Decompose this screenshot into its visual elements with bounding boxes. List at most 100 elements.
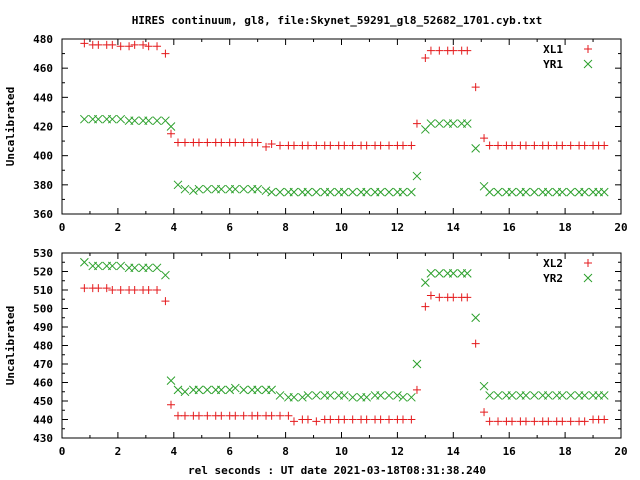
data-point-yr2 (530, 391, 539, 400)
data-point-xl2 (326, 415, 335, 424)
data-point-xl1 (463, 46, 472, 55)
data-point-xl2 (480, 408, 489, 417)
data-point-yr2 (230, 383, 240, 393)
data-point-yr2 (521, 391, 531, 400)
data-point-yr1 (180, 184, 190, 194)
data-point-xl1 (494, 141, 503, 150)
data-point-yr2 (202, 385, 212, 395)
data-point-yr2 (493, 391, 503, 400)
data-point-yr2 (599, 391, 609, 400)
data-point-yr1 (448, 119, 458, 128)
data-point-xl2 (376, 415, 385, 424)
data-point-yr1 (189, 186, 198, 196)
data-point-xl1 (289, 141, 298, 150)
data-point-xl1 (385, 141, 394, 150)
data-point-xl2 (303, 415, 312, 424)
data-point-yr2 (253, 385, 263, 395)
x-axis-label: rel seconds : UT date 2021-03-18T08:31:3… (188, 464, 486, 477)
data-point-xl1 (412, 119, 421, 128)
data-point-xl2 (348, 415, 357, 424)
data-point-xl1 (407, 141, 416, 150)
data-point-xl1 (421, 53, 430, 62)
data-point-yr1 (230, 184, 240, 194)
data-point-yr1 (289, 187, 299, 197)
data-point-yr2 (275, 391, 285, 400)
y-tick-label: 360 (33, 208, 53, 221)
data-point-xl1 (600, 141, 609, 150)
data-point-xl2 (267, 411, 276, 420)
data-point-xl1 (580, 141, 589, 150)
data-point-xl1 (267, 140, 276, 148)
data-point-xl1 (507, 141, 516, 150)
data-point-yr2 (339, 391, 349, 400)
data-point-xl1 (276, 141, 285, 150)
data-point-xl2 (108, 286, 117, 294)
data-point-xl2 (217, 411, 226, 420)
data-point-xl2 (130, 286, 139, 294)
data-point-xl2 (521, 417, 530, 426)
data-point-yr2 (152, 263, 162, 273)
data-point-xl2 (580, 417, 589, 426)
data-point-xl2 (426, 291, 435, 300)
data-point-yr2 (376, 391, 385, 400)
data-point-yr1 (275, 187, 285, 197)
data-point-xl2 (435, 293, 444, 302)
data-point-yr2 (173, 385, 183, 395)
data-point-xl1 (194, 138, 203, 147)
plot-frame (61, 38, 622, 215)
data-point-xl1 (253, 138, 262, 147)
data-point-yr2 (420, 278, 430, 287)
data-point-xl1 (485, 141, 494, 150)
data-point-yr2 (107, 261, 117, 271)
data-point-yr1 (471, 144, 481, 153)
data-point-yr2 (485, 391, 494, 400)
data-point-xl2 (558, 417, 567, 426)
data-point-yr2 (479, 381, 489, 391)
data-point-xl1 (362, 141, 371, 150)
data-point-xl1 (231, 138, 240, 147)
data-point-xl2 (102, 284, 111, 293)
data-point-xl2 (407, 415, 416, 424)
data-point-yr1 (407, 187, 416, 197)
data-point-yr2 (93, 261, 103, 271)
data-point-xl1 (130, 40, 139, 49)
data-point-yr2 (384, 391, 394, 400)
x-tick-label: 8 (282, 221, 289, 234)
data-point-yr2 (116, 261, 126, 271)
data-point-xl2 (194, 411, 203, 420)
data-point-yr2 (303, 391, 313, 400)
data-point-xl2 (485, 417, 494, 426)
data-point-yr1 (557, 187, 567, 197)
data-point-yr1 (166, 122, 176, 131)
data-point-xl2 (239, 411, 248, 420)
data-point-xl1 (303, 141, 312, 150)
x-tick-label: 18 (558, 445, 571, 458)
data-point-yr1 (325, 187, 335, 197)
data-point-xl2 (530, 417, 539, 426)
data-point-yr1 (202, 184, 212, 194)
x-tick-label: 12 (391, 445, 404, 458)
data-point-xl1 (94, 40, 103, 49)
data-point-xl2 (276, 411, 285, 420)
data-point-xl1 (108, 40, 117, 49)
data-point-xl2 (180, 411, 189, 420)
data-point-xl1 (116, 42, 125, 51)
x-tick-label: 12 (391, 221, 404, 234)
data-point-xl1 (239, 138, 248, 147)
data-point-xl1 (139, 40, 148, 49)
data-point-yr1 (261, 186, 271, 196)
plot-frame (61, 252, 622, 439)
legend-marker (584, 259, 592, 267)
data-point-yr2 (180, 387, 190, 397)
data-point-yr1 (566, 187, 576, 197)
x-tick-label: 14 (447, 221, 461, 234)
data-point-xl2 (398, 415, 407, 424)
y-tick-label: 470 (33, 358, 53, 371)
y-tick-label: 480 (33, 33, 53, 46)
data-point-yr2 (80, 257, 89, 267)
data-point-yr1 (426, 119, 436, 128)
data-point-yr2 (557, 391, 567, 400)
y-tick-label: 460 (33, 62, 53, 75)
data-point-yr2 (194, 385, 204, 395)
